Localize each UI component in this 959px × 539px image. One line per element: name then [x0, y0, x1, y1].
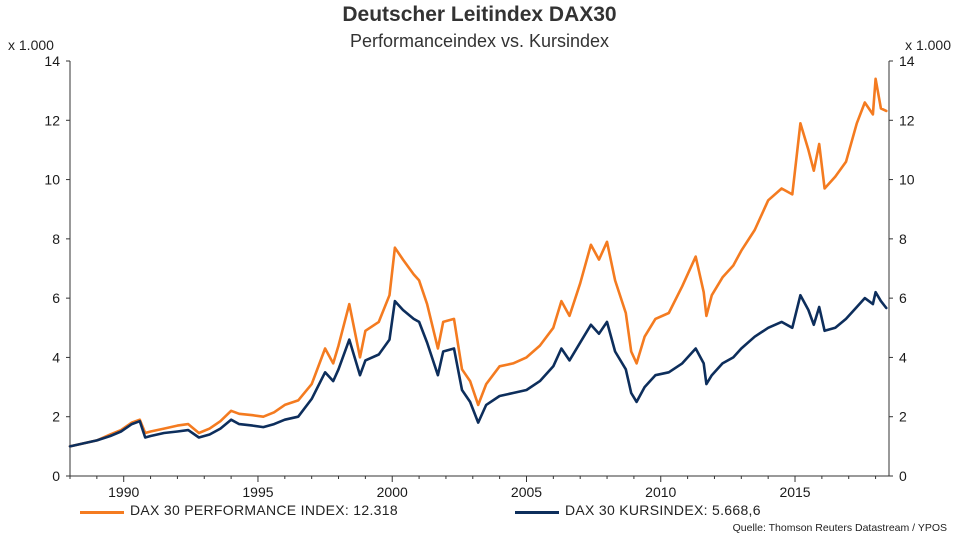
- x-tick-label: 1995: [242, 484, 273, 500]
- chart-title: Deutscher Leitindex DAX30: [342, 3, 617, 26]
- y-tick-label-left: 12: [44, 112, 60, 128]
- y-tick-label-right: 2: [899, 409, 907, 425]
- y-tick-label-right: 12: [899, 112, 915, 128]
- y-tick-label-left: 14: [44, 53, 60, 69]
- x-tick-label: 2000: [377, 484, 408, 500]
- y-unit-left: x 1.000: [8, 37, 54, 53]
- y-tick-label-left: 10: [44, 172, 60, 188]
- y-tick-label-right: 10: [899, 172, 915, 188]
- y-tick-label-right: 6: [899, 290, 907, 306]
- legend-swatch-performance: [80, 511, 124, 514]
- x-tick-label: 2010: [645, 484, 676, 500]
- y-tick-label-right: 8: [899, 231, 907, 247]
- y-tick-label-right: 14: [899, 53, 915, 69]
- chart-subtitle: Performanceindex vs. Kursindex: [349, 31, 610, 51]
- x-tick-label: 2005: [511, 484, 542, 500]
- y-tick-label-left: 2: [52, 409, 60, 425]
- y-tick-label-left: 6: [52, 290, 60, 306]
- x-tick-label: 1990: [108, 484, 139, 500]
- y-tick-label-right: 4: [899, 349, 907, 365]
- y-unit-right: x 1.000: [905, 37, 951, 53]
- legend-swatch-kurs: [515, 511, 559, 514]
- y-tick-label-left: 8: [52, 231, 60, 247]
- legend-label-kurs: DAX 30 KURSINDEX: 5.668,6: [565, 502, 761, 518]
- source-note: Quelle: Thomson Reuters Datastream / YPO…: [732, 522, 947, 534]
- y-tick-label-left: 4: [52, 349, 60, 365]
- y-tick-label-left: 0: [52, 468, 60, 484]
- series-line-performance: [68, 77, 888, 448]
- y-tick-label-right: 0: [899, 468, 907, 484]
- x-tick-label: 2015: [779, 484, 810, 500]
- legend-label-performance: DAX 30 PERFORMANCE INDEX: 12.318: [130, 502, 398, 518]
- series-line-kurs: [68, 290, 888, 448]
